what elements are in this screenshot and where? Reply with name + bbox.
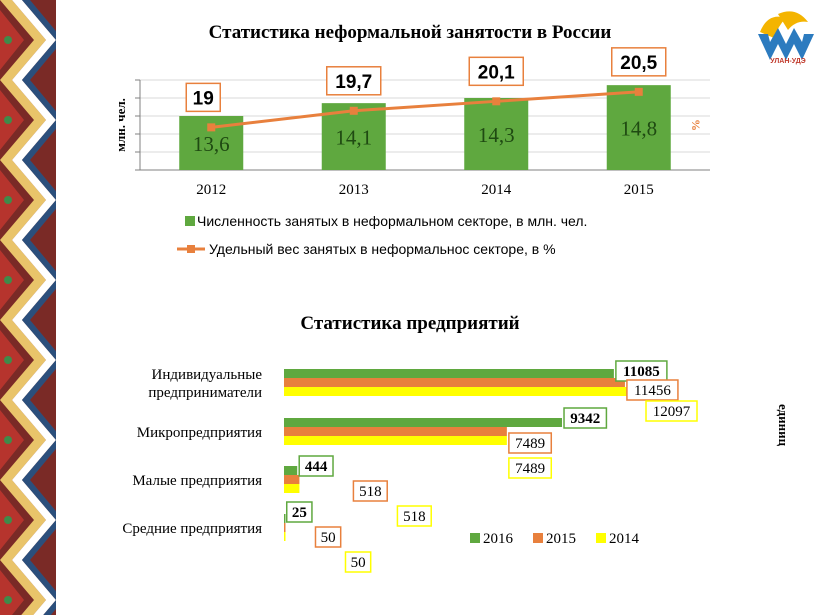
category-label: предприниматели (148, 385, 262, 401)
y-axis-label: млн. чел. (113, 98, 128, 152)
x-tick-label: 2015 (624, 182, 654, 198)
data-label-box (298, 455, 334, 477)
data-label-box (396, 505, 432, 527)
legend-swatch (187, 245, 195, 253)
line-data-label-box (326, 66, 382, 96)
data-label-box (626, 379, 679, 401)
y2-axis-label: % (689, 119, 703, 131)
legend-swatch (185, 216, 195, 226)
bar (284, 532, 286, 541)
bar (284, 436, 507, 445)
data-label: 9342 (570, 411, 600, 427)
bar (284, 387, 645, 396)
legend-label: 2016 (483, 531, 514, 547)
line-point (492, 97, 501, 106)
data-label-box (352, 480, 388, 502)
line-data-label-box (185, 82, 221, 113)
data-label: 25 (292, 505, 307, 521)
city-logo-icon (758, 11, 814, 60)
bar (284, 484, 300, 493)
line-data-label: 20,5 (620, 53, 657, 74)
legend-swatch (470, 533, 480, 543)
data-label: 444 (305, 459, 328, 475)
bar (284, 523, 286, 532)
data-label: 11456 (634, 383, 671, 399)
data-label: 11085 (623, 364, 660, 380)
data-label-box (285, 501, 313, 523)
legend-swatch (596, 533, 606, 543)
bar (284, 378, 625, 387)
bar-data-label: 14,1 (335, 126, 372, 150)
data-label-box (344, 551, 372, 573)
bar (284, 514, 286, 523)
legend-label: Удельный вес занятых в неформальнос сект… (209, 241, 556, 257)
axis-unit-label: единиц (776, 404, 791, 447)
category-label: Средние предприятия (122, 521, 262, 537)
line-data-label: 19,7 (335, 72, 372, 93)
x-tick-label: 2012 (196, 182, 226, 198)
category-label: Микропредприятия (137, 425, 262, 441)
bar (284, 475, 300, 484)
bar (464, 98, 529, 170)
bar (179, 116, 244, 170)
decorative-border (0, 0, 60, 615)
data-label-box (563, 407, 608, 429)
bar (606, 85, 671, 170)
legend-label: 2015 (546, 531, 576, 547)
data-label-box (508, 432, 553, 454)
chart2-title: Статистика предприятий (300, 313, 520, 334)
legend-swatch (533, 533, 543, 543)
line-data-label-box (468, 56, 524, 87)
data-label: 7489 (515, 436, 545, 452)
bar-data-label: 13,6 (193, 132, 230, 156)
line-point (207, 123, 216, 132)
data-label-box (645, 400, 698, 422)
bar (284, 369, 614, 378)
series-line (211, 90, 639, 129)
line-data-label: 19 (193, 88, 214, 109)
legend-label: Численность занятых в неформальном секто… (197, 213, 587, 229)
category-label: Малые предприятия (132, 473, 262, 489)
data-label-box (615, 360, 668, 382)
line-data-label-box (611, 47, 667, 77)
line-point (634, 87, 643, 96)
line-point (349, 106, 358, 115)
x-tick-label: 2013 (339, 182, 369, 198)
bar (284, 418, 563, 427)
data-label-box (314, 526, 342, 548)
data-label: 518 (359, 484, 382, 500)
data-label: 7489 (515, 461, 545, 477)
x-tick-label: 2014 (481, 182, 512, 198)
data-label: 50 (321, 530, 336, 546)
bar (321, 103, 386, 170)
legend-label: 2014 (609, 531, 640, 547)
bar (284, 427, 507, 436)
data-label: 12097 (653, 404, 691, 420)
bar (284, 466, 298, 475)
bar-data-label: 14,8 (620, 117, 657, 141)
data-label: 50 (351, 555, 366, 571)
logo-text: УЛАН-УДЭ (770, 58, 806, 65)
data-label-box (508, 457, 553, 479)
line-data-label: 20,1 (478, 62, 515, 83)
data-label: 518 (403, 509, 426, 525)
bar-data-label: 14,3 (478, 123, 515, 147)
chart1-title: Статистика неформальной занятости в Росс… (208, 22, 612, 43)
category-label: Индивидуальные (152, 367, 263, 383)
